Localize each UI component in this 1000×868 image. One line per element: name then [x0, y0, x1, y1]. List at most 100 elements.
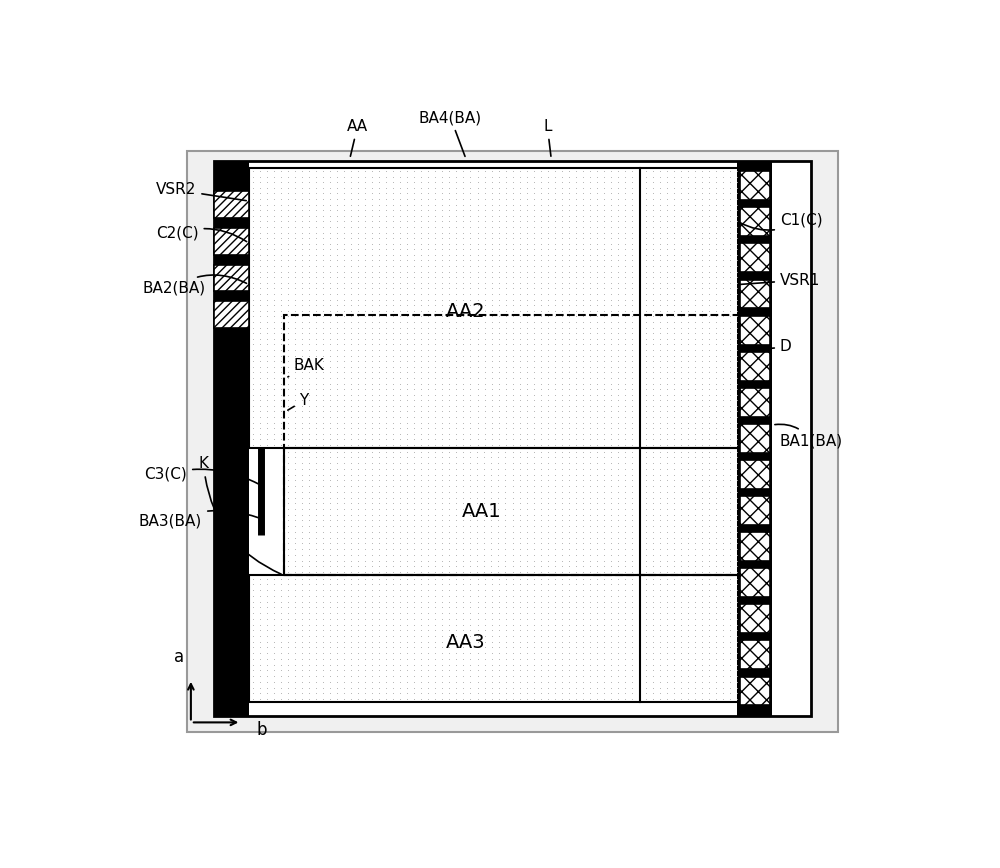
Point — [329, 220, 345, 233]
Point — [708, 595, 724, 608]
Bar — [740, 279, 770, 308]
Point — [294, 293, 310, 306]
Point — [427, 479, 443, 493]
Point — [687, 220, 703, 233]
Point — [364, 293, 380, 306]
Point — [294, 270, 310, 284]
Point — [336, 326, 352, 340]
Point — [652, 169, 668, 183]
Point — [308, 502, 324, 516]
Point — [715, 595, 731, 608]
Point — [708, 332, 724, 345]
Point — [301, 658, 317, 672]
Point — [596, 276, 612, 290]
Point — [441, 559, 457, 573]
Point — [427, 565, 443, 579]
Point — [498, 276, 514, 290]
Text: BA4(BA): BA4(BA) — [419, 110, 482, 156]
Point — [554, 595, 570, 608]
Point — [673, 635, 689, 648]
Point — [315, 635, 331, 648]
Point — [371, 427, 387, 441]
Point — [280, 508, 296, 522]
Point — [708, 565, 724, 579]
Point — [266, 332, 282, 345]
Point — [252, 652, 268, 666]
Point — [729, 304, 745, 318]
Point — [540, 399, 556, 413]
Point — [589, 641, 605, 654]
Point — [350, 681, 366, 694]
Point — [413, 530, 429, 544]
Point — [329, 641, 345, 654]
Point — [470, 669, 486, 683]
Point — [266, 612, 282, 626]
Point — [659, 359, 675, 373]
Point — [589, 565, 605, 579]
Point — [659, 601, 675, 615]
Point — [687, 457, 703, 470]
Point — [561, 192, 577, 206]
Point — [638, 514, 654, 528]
Point — [280, 338, 296, 352]
Point — [617, 658, 633, 672]
Point — [406, 559, 422, 573]
Point — [617, 675, 633, 689]
Point — [329, 421, 345, 435]
Point — [455, 248, 471, 262]
Point — [617, 450, 633, 464]
Point — [259, 359, 275, 373]
Point — [659, 388, 675, 402]
Point — [287, 427, 303, 441]
Point — [645, 473, 661, 487]
Point — [533, 473, 549, 487]
Point — [427, 462, 443, 476]
Point — [273, 310, 289, 324]
Point — [371, 214, 387, 228]
Point — [715, 444, 731, 458]
Point — [399, 658, 415, 672]
Point — [420, 237, 436, 251]
Point — [294, 214, 310, 228]
Point — [245, 332, 261, 345]
Point — [448, 514, 464, 528]
Point — [491, 192, 507, 206]
Point — [659, 606, 675, 620]
Point — [350, 444, 366, 458]
Point — [420, 623, 436, 637]
Point — [666, 669, 682, 683]
Point — [652, 530, 668, 544]
Point — [505, 315, 521, 329]
Point — [673, 181, 689, 194]
Point — [687, 410, 703, 424]
Point — [420, 663, 436, 677]
Point — [519, 462, 535, 476]
Point — [610, 187, 626, 201]
Point — [561, 623, 577, 637]
Point — [554, 658, 570, 672]
Point — [631, 320, 647, 334]
Point — [308, 181, 324, 194]
Point — [673, 320, 689, 334]
Point — [427, 181, 443, 194]
Point — [294, 462, 310, 476]
Point — [722, 646, 738, 661]
Point — [252, 226, 268, 240]
Point — [385, 226, 401, 240]
Point — [490, 473, 506, 487]
Point — [252, 293, 268, 306]
Point — [392, 473, 408, 487]
Point — [715, 220, 731, 233]
Point — [350, 248, 366, 262]
Point — [687, 559, 703, 573]
Point — [322, 595, 338, 608]
Point — [617, 496, 633, 510]
Point — [504, 468, 520, 482]
Point — [406, 629, 422, 643]
Point — [343, 536, 359, 550]
Point — [617, 536, 633, 550]
Point — [638, 416, 654, 430]
Point — [582, 187, 598, 201]
Point — [357, 260, 373, 273]
Point — [406, 427, 422, 441]
